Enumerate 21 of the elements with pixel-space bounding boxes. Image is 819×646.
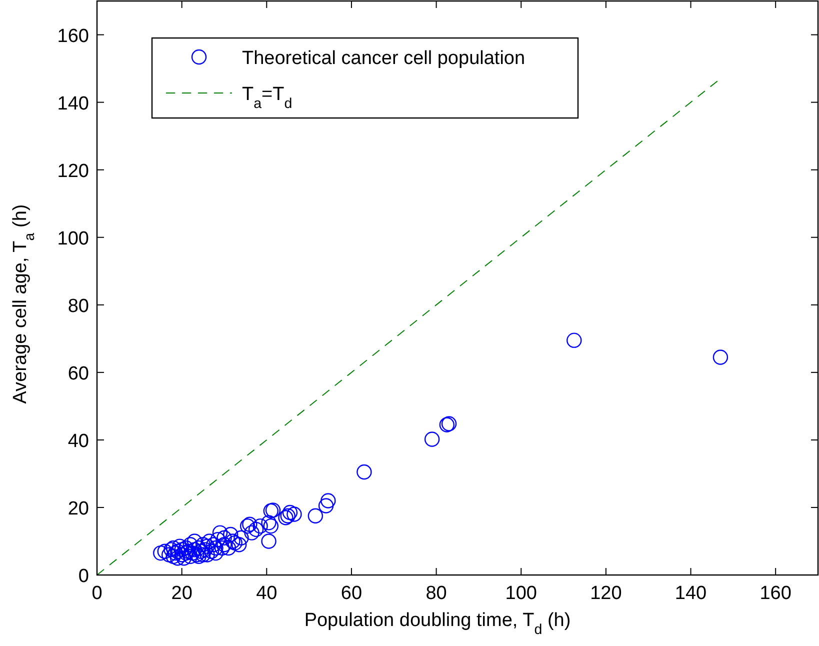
x-tick-label: 160	[760, 583, 792, 604]
legend-label: T$_{a}$=T$_{d}$	[242, 84, 292, 112]
x-tick-label: 140	[674, 583, 707, 604]
x-tick-label: 60	[340, 583, 362, 604]
y-tick-label: 40	[68, 430, 89, 452]
x-tick-label: 80	[426, 583, 447, 604]
y-tick-label: 60	[68, 363, 89, 384]
y-tick-label: 100	[57, 228, 89, 250]
x-tick-label: 20	[171, 583, 192, 604]
y-tick-label: 140	[57, 93, 89, 114]
x-tick-label: 0	[92, 583, 102, 604]
y-tick-label: 160	[57, 26, 89, 47]
y-tick-label: 0	[78, 566, 89, 587]
y-tick-label: 120	[57, 160, 89, 182]
legend-label: Theoretical cancer cell population	[242, 48, 526, 69]
y-tick-label: 80	[68, 296, 89, 317]
x-tick-label: 100	[505, 583, 537, 604]
y-tick-label: 20	[68, 498, 89, 520]
x-tick-label: 40	[256, 583, 278, 604]
x-axis-title: Population doubling time, T$_{d}$ (h)	[304, 610, 571, 638]
x-tick-label: 120	[590, 583, 622, 604]
